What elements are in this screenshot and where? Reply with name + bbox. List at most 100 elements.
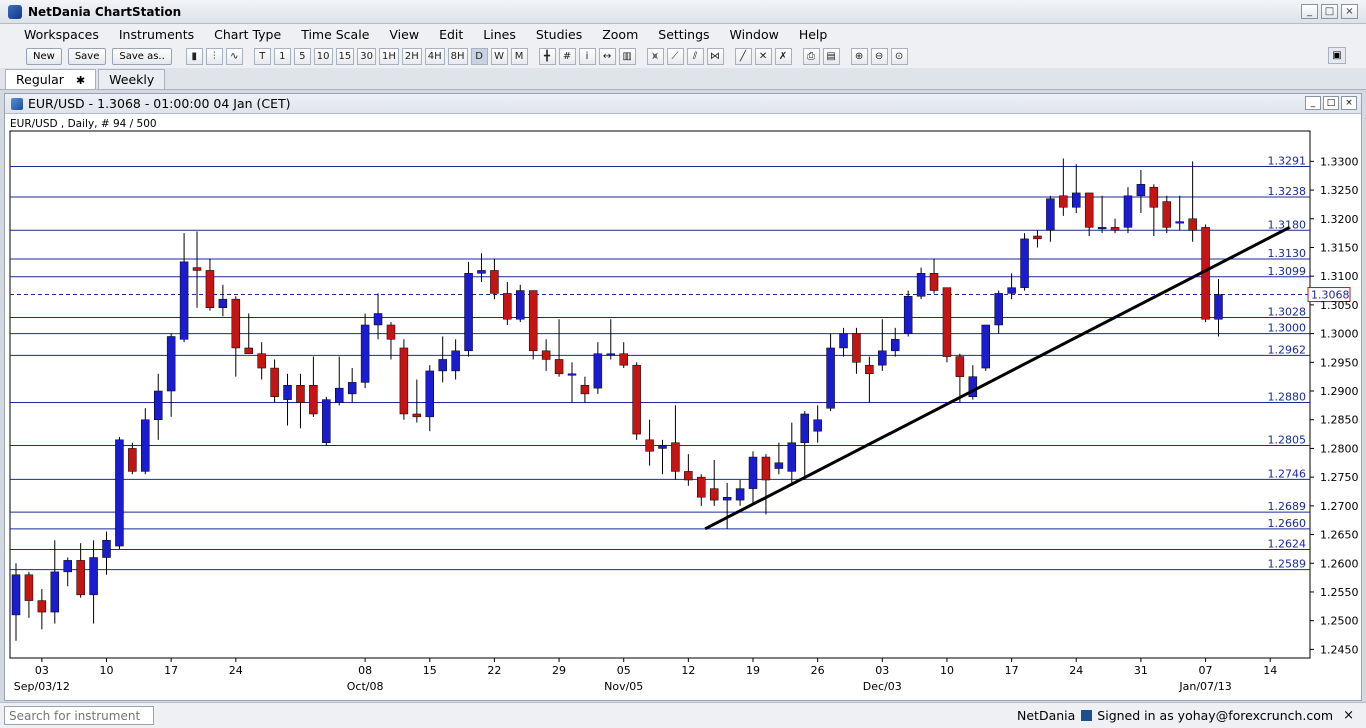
print-icon[interactable]: ⎙ [802,47,820,65]
panel-toggle-icon[interactable]: ▣ [1328,47,1346,64]
bullish-candle[interactable] [981,324,990,369]
tab-weekly[interactable]: Weekly [98,69,166,89]
bearish-candle[interactable] [1033,235,1042,240]
bullish-candle[interactable] [968,376,978,398]
bullish-candle[interactable] [516,290,525,320]
crosshair-icon[interactable]: ╋ [538,47,556,65]
bearish-candle[interactable] [632,364,641,435]
period-2h-button[interactable]: 2H [401,47,422,65]
bearish-candle[interactable] [1110,227,1120,231]
bearish-candle[interactable] [128,448,137,472]
bullish-candle[interactable] [994,293,1003,326]
ohlc-bar-icon[interactable]: ⫶ [205,47,223,65]
bearish-candle[interactable] [942,287,952,357]
bearish-candle[interactable] [541,350,551,360]
bullish-candle[interactable] [283,385,292,400]
bearish-candle[interactable] [955,356,965,377]
bearish-candle[interactable] [257,353,266,369]
chart-close-button[interactable]: × [1341,96,1357,110]
zoom-in-icon[interactable]: ⊕ [850,47,868,65]
status-close-icon[interactable]: × [1343,708,1354,723]
bearish-candle[interactable] [205,270,215,309]
bullish-candle[interactable] [826,347,835,409]
zoom-reset-icon[interactable]: ⊙ [890,47,908,65]
period-4h-button[interactable]: 4H [424,47,445,65]
fibonacci-icon[interactable]: ⩙ [646,47,664,65]
draw-line-icon[interactable]: ╱ [734,47,752,65]
bullish-candle[interactable] [102,540,111,558]
period-15-button[interactable]: 15 [335,47,355,65]
bearish-candle[interactable] [244,347,253,354]
bullish-candle[interactable] [322,399,331,443]
bearish-candle[interactable] [192,267,202,271]
bullish-candle[interactable] [1007,287,1016,294]
bearish-candle[interactable] [761,456,771,481]
bearish-candle[interactable] [1149,186,1159,208]
bullish-candle[interactable] [722,496,732,501]
period-5-button[interactable]: 5 [293,47,311,65]
bearish-candle[interactable] [37,600,47,613]
bullish-candle[interactable] [916,273,926,297]
bullish-candle[interactable] [735,488,745,501]
bullish-candle[interactable] [658,445,667,449]
grid-icon[interactable]: # [558,47,576,65]
bearish-candle[interactable] [671,442,680,472]
candlestick-icon[interactable]: ▮ [185,47,203,65]
bearish-candle[interactable] [76,560,85,596]
tab-close-icon[interactable]: ✱ [75,74,86,87]
menu-help[interactable]: Help [798,26,828,42]
bullish-candle[interactable] [218,298,228,309]
menu-instruments[interactable]: Instruments [118,26,195,42]
scroll-icon[interactable]: ↔ [598,47,616,65]
save-button[interactable]: Save [67,47,107,65]
bullish-candle[interactable] [567,373,577,376]
bullish-candle[interactable] [1046,198,1055,231]
bullish-candle[interactable] [153,390,163,420]
bearish-candle[interactable] [645,439,654,452]
delete-icon[interactable]: ✕ [754,47,772,65]
bearish-candle[interactable] [503,293,512,320]
bearish-candle[interactable] [554,359,564,375]
channel-icon[interactable]: ⫽ [686,47,704,65]
bearish-candle[interactable] [697,476,706,498]
bullish-candle[interactable] [839,333,848,349]
bearish-candle[interactable] [709,488,719,501]
info-icon[interactable]: i [578,47,596,65]
menu-studies[interactable]: Studies [535,26,583,42]
bullish-candle[interactable] [787,442,797,472]
bullish-candle[interactable] [11,574,21,616]
bullish-candle[interactable] [451,350,460,372]
volume-icon[interactable]: ▥ [618,47,636,65]
bearish-candle[interactable] [1188,218,1197,231]
print-preview-icon[interactable]: ▤ [822,47,840,65]
gann-icon[interactable]: ⋈ [706,47,724,65]
menu-view[interactable]: View [389,26,420,42]
bullish-candle[interactable] [360,324,370,383]
bullish-candle[interactable] [347,382,357,395]
bullish-candle[interactable] [1214,294,1223,320]
period-8h-button[interactable]: 8H [447,47,468,65]
bullish-candle[interactable] [606,353,616,356]
tab-regular[interactable]: Regular ✱ [5,69,97,89]
menu-time-scale[interactable]: Time Scale [301,26,370,42]
bullish-candle[interactable] [1072,192,1081,208]
bullish-candle[interactable] [63,560,72,573]
zoom-out-icon[interactable]: ⊖ [870,47,888,65]
bearish-candle[interactable] [1084,192,1094,228]
bullish-candle[interactable] [800,413,809,443]
line-chart-icon[interactable]: ∿ [225,47,243,65]
bearish-candle[interactable] [684,471,693,481]
bullish-candle[interactable] [464,273,473,352]
menu-settings[interactable]: Settings [658,26,710,42]
menu-workspaces[interactable]: Workspaces [24,26,99,42]
bullish-candle[interactable] [813,419,822,432]
period-m-button[interactable]: M [510,47,528,65]
bullish-candle[interactable] [335,387,344,403]
period-w-button[interactable]: W [490,47,508,65]
bullish-candle[interactable] [425,370,435,418]
bearish-candle[interactable] [619,353,628,366]
bullish-candle[interactable] [477,270,486,274]
bullish-candle[interactable] [1020,238,1029,288]
bearish-candle[interactable] [852,333,861,363]
bearish-candle[interactable] [490,270,499,294]
